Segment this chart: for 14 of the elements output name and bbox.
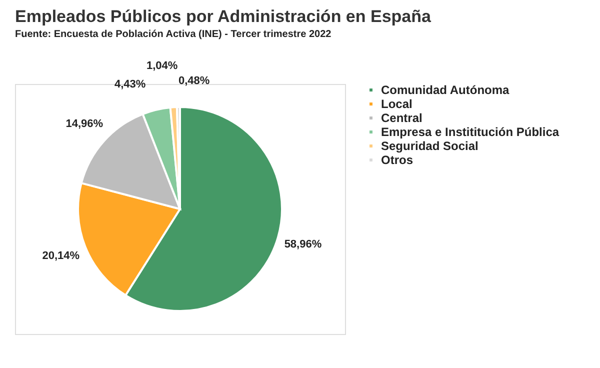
data-label: 0,48% <box>178 75 210 88</box>
chart-subtitle: Fuente: Encuesta de Población Activa (INE) - Tercer trimestre 2022 <box>15 29 332 40</box>
data-label: 1,04% <box>146 60 178 72</box>
legend-label: Local <box>381 97 412 111</box>
data-label: 14,96% <box>66 118 104 130</box>
legend-label: Otros <box>381 153 414 167</box>
legend-label: Comunidad Autónoma <box>381 83 510 97</box>
legend-label: Empresa e Instititución Pública <box>381 125 560 139</box>
data-label: 4,43% <box>114 78 146 91</box>
legend-label: Seguridad Social <box>381 139 478 153</box>
data-label: 20,14% <box>42 250 80 262</box>
legend-label: Central <box>381 111 422 125</box>
chart-title: Empleados Públicos por Administración en España <box>15 7 432 26</box>
data-label: 58,96% <box>284 238 322 251</box>
